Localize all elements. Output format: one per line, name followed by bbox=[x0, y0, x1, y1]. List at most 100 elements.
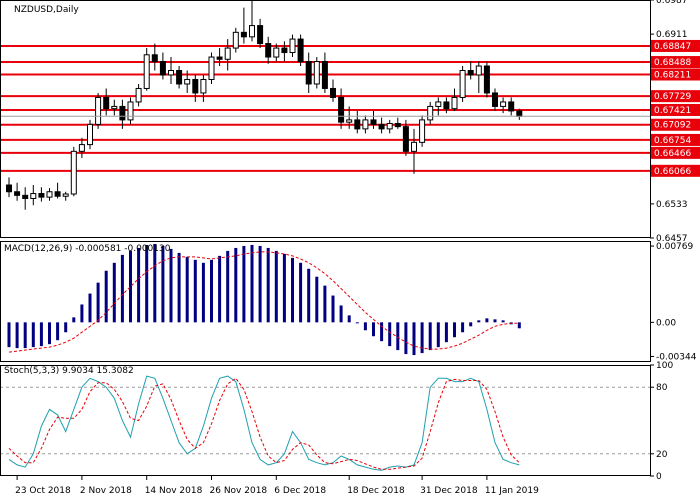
candle-body bbox=[62, 193, 69, 197]
macd-bar bbox=[185, 256, 189, 323]
level-label: 0.66466 bbox=[654, 149, 691, 159]
candle-body bbox=[135, 87, 142, 103]
stoch-axis-label: 20 bbox=[656, 450, 668, 460]
candle-body bbox=[14, 191, 21, 196]
macd-bar bbox=[282, 253, 286, 323]
x-axis-label: 6 Dec 2018 bbox=[274, 486, 326, 496]
macd-bar bbox=[242, 245, 246, 323]
x-axis-label: 11 Jan 2019 bbox=[485, 486, 539, 496]
macd-bar bbox=[266, 247, 270, 323]
level-label-box bbox=[650, 90, 700, 103]
candle-body bbox=[492, 92, 498, 107]
candle-body bbox=[338, 96, 345, 123]
level-label: 0.68488 bbox=[654, 58, 691, 68]
macd-bar bbox=[469, 322, 473, 327]
macd-bar bbox=[436, 322, 440, 348]
candle-body bbox=[111, 105, 118, 110]
price-axis-label: 0.6911 bbox=[656, 30, 688, 40]
macd-bar bbox=[153, 243, 157, 323]
candle-body bbox=[30, 193, 37, 199]
macd-bar bbox=[412, 322, 416, 356]
level-label-box bbox=[650, 118, 700, 131]
candle-body bbox=[346, 119, 353, 123]
candle-body bbox=[394, 122, 401, 128]
candle-body bbox=[483, 65, 490, 94]
macd-bar bbox=[48, 322, 51, 345]
level-label-box bbox=[650, 103, 700, 116]
macd-bar bbox=[7, 322, 11, 348]
candle-body bbox=[273, 47, 280, 58]
candle-body bbox=[321, 61, 328, 89]
candle-body bbox=[362, 119, 369, 130]
candle-body bbox=[168, 70, 174, 76]
price-axis-label: 0.6987 bbox=[656, 0, 688, 6]
candle-body bbox=[249, 25, 255, 38]
macd-bar bbox=[145, 244, 149, 323]
macd-bar bbox=[234, 247, 238, 323]
macd-bar bbox=[201, 262, 205, 323]
macd-signal-line bbox=[8, 251, 520, 353]
candle-body bbox=[508, 101, 515, 112]
candle-body bbox=[151, 54, 158, 63]
macd-panel: 0.00769 0.00 -0.00344 bbox=[7, 242, 697, 362]
candle-body bbox=[127, 101, 134, 121]
candle-body bbox=[103, 96, 110, 110]
level-label: 0.68211 bbox=[654, 70, 691, 80]
level-label-box bbox=[650, 39, 700, 52]
macd-bar bbox=[161, 245, 165, 323]
stoch-title: Stoch(5,3,3) 9.9034 15.3082 bbox=[4, 366, 134, 376]
x-axis-label: 14 Nov 2018 bbox=[145, 486, 203, 496]
macd-bar bbox=[307, 268, 311, 323]
macd-bar bbox=[453, 322, 456, 338]
macd-title: MACD(12,26,9) -0.000581 -0.000130 bbox=[4, 244, 171, 254]
macd-bar bbox=[112, 262, 116, 323]
stoch-k-line bbox=[8, 375, 520, 471]
macd-bar bbox=[96, 282, 100, 323]
macd-frame bbox=[0, 241, 651, 362]
candle-body bbox=[516, 110, 523, 117]
level-label: 0.67092 bbox=[654, 121, 691, 131]
macd-bar bbox=[404, 322, 408, 355]
candle-body bbox=[119, 105, 126, 121]
candle-body bbox=[435, 101, 442, 107]
candle-body bbox=[419, 119, 426, 143]
level-label: 0.68847 bbox=[654, 42, 691, 52]
level-label-box bbox=[650, 133, 700, 146]
macd-bar bbox=[23, 322, 27, 349]
macd-bar bbox=[380, 322, 384, 342]
candle-body bbox=[281, 47, 288, 54]
stoch-d-line bbox=[8, 377, 520, 470]
macd-bar bbox=[120, 254, 124, 323]
macd-bar bbox=[428, 322, 432, 351]
macd-bar bbox=[104, 270, 108, 323]
macd-bar bbox=[444, 322, 448, 343]
macd-bar bbox=[339, 305, 343, 323]
stoch-axis-label: 0 bbox=[656, 472, 662, 482]
macd-bar bbox=[388, 322, 392, 347]
macd-bar bbox=[39, 322, 43, 347]
candle-body bbox=[402, 126, 409, 152]
level-label-box bbox=[650, 164, 700, 177]
macd-bar bbox=[72, 317, 76, 323]
candle-body bbox=[257, 25, 264, 45]
macd-bar bbox=[88, 293, 92, 323]
candle-body bbox=[87, 123, 93, 146]
candle-body bbox=[216, 56, 223, 60]
macd-bar bbox=[258, 245, 262, 323]
candle-body bbox=[38, 193, 45, 198]
candle-body bbox=[330, 87, 336, 98]
x-axis-label: 2 Nov 2018 bbox=[80, 486, 132, 496]
macd-bar bbox=[363, 322, 367, 331]
macd-bar bbox=[347, 315, 351, 323]
level-label-box bbox=[650, 68, 700, 81]
candle-body bbox=[159, 61, 166, 76]
macd-bar bbox=[331, 295, 335, 323]
macd-bar bbox=[137, 247, 141, 323]
macd-bar bbox=[517, 322, 521, 329]
macd-bar bbox=[64, 322, 68, 333]
macd-bar bbox=[210, 259, 213, 323]
macd-bar bbox=[461, 322, 465, 333]
macd-bar bbox=[355, 322, 359, 324]
candle-body bbox=[289, 38, 296, 54]
